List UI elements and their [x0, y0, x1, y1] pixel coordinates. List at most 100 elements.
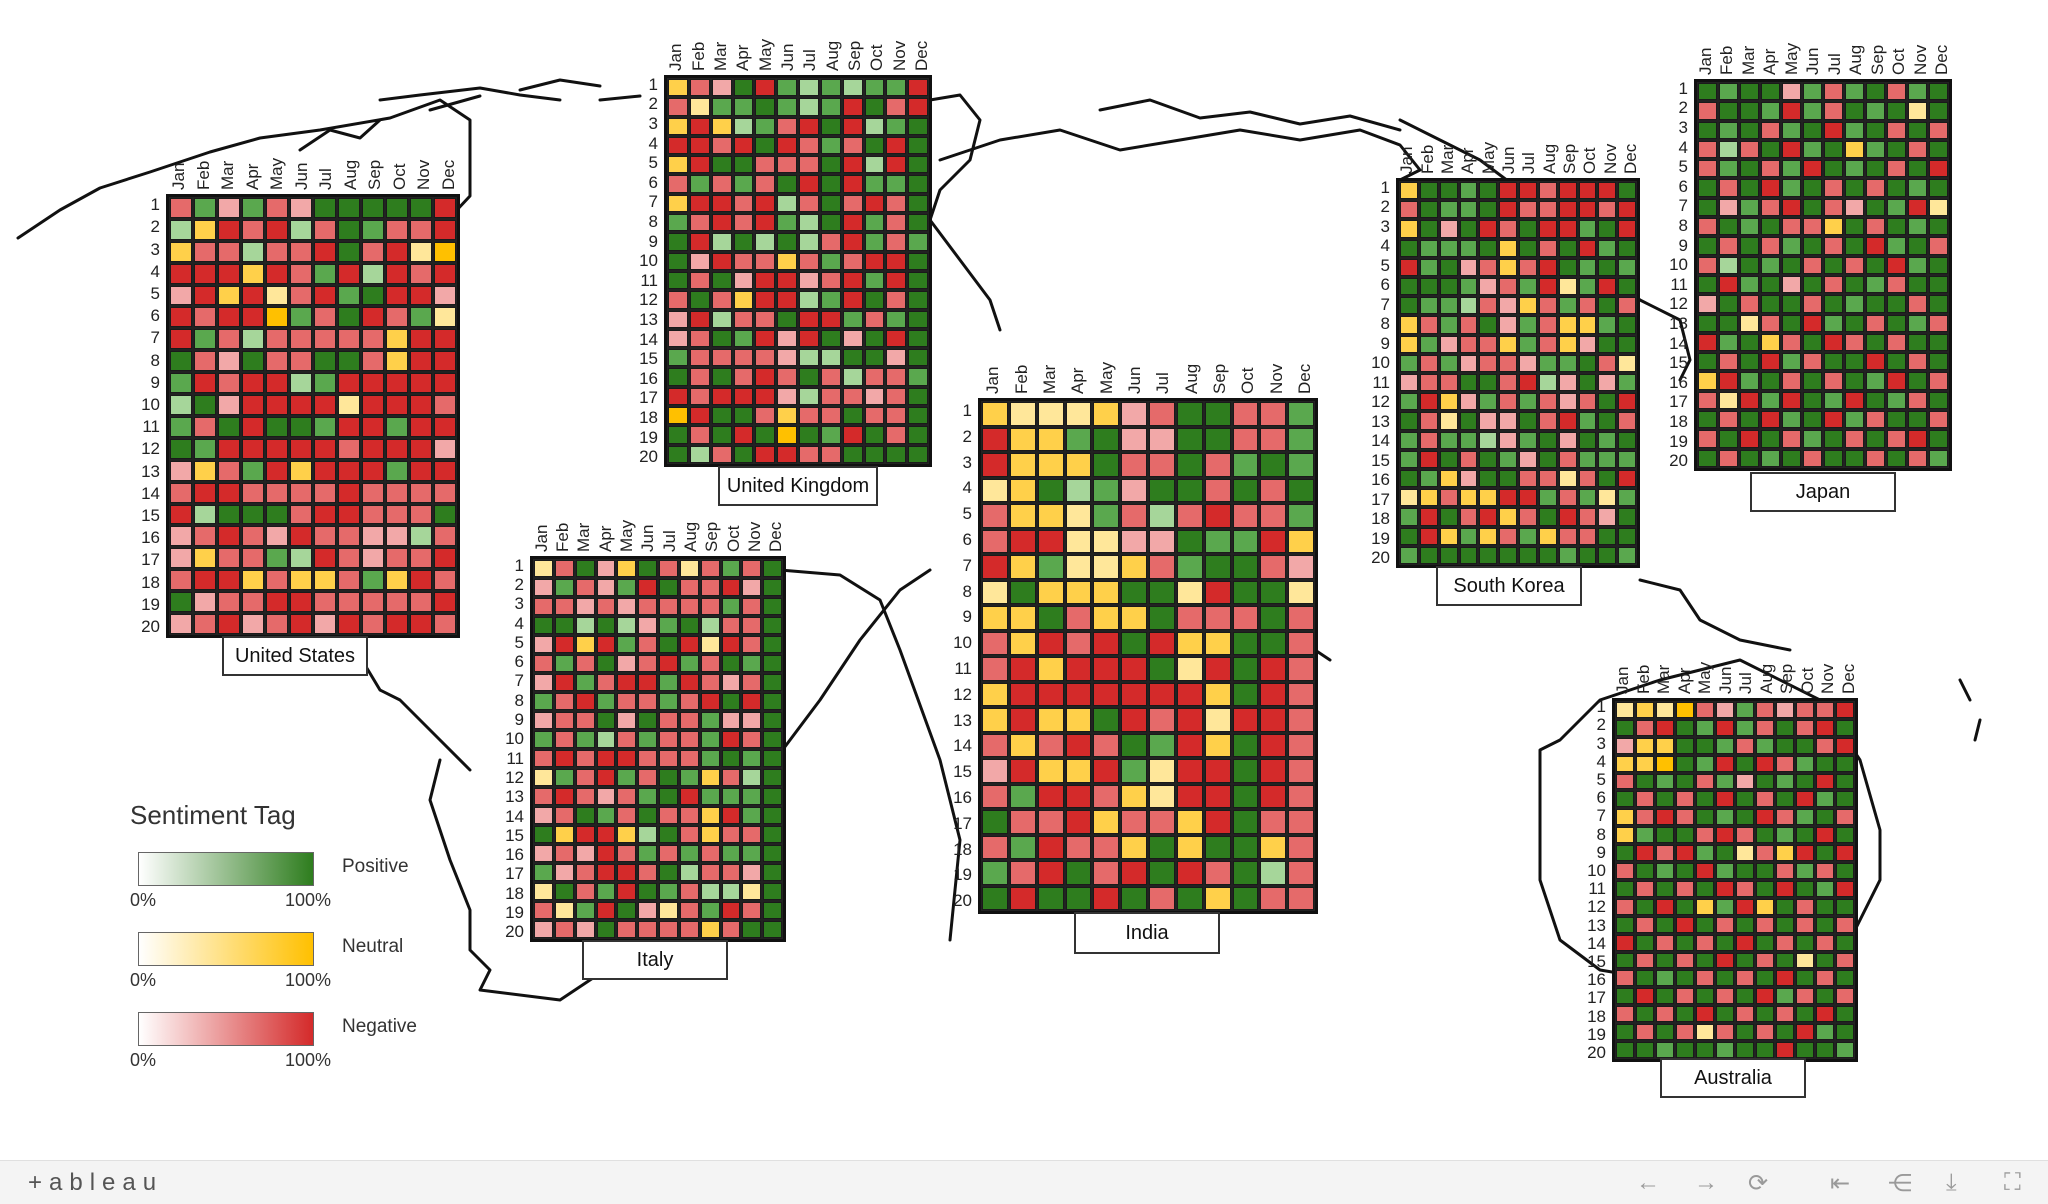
heatmap-cell[interactable] — [1618, 182, 1636, 200]
heatmap-cell[interactable] — [1908, 102, 1927, 120]
heatmap-cell[interactable] — [362, 219, 384, 240]
heatmap-cell[interactable] — [1836, 845, 1854, 862]
heatmap-cell[interactable] — [1816, 1042, 1834, 1058]
heatmap-cell[interactable] — [1288, 478, 1314, 502]
heatmap-cell[interactable] — [1009, 759, 1036, 783]
heatmap-cell[interactable] — [763, 807, 782, 824]
heatmap-cell[interactable] — [242, 241, 264, 262]
heatmap-cell[interactable] — [1816, 934, 1834, 951]
heatmap-cell[interactable] — [1736, 1042, 1754, 1058]
heatmap-cell[interactable] — [1719, 295, 1738, 313]
heatmap-cell[interactable] — [1866, 256, 1885, 274]
heatmap-cell[interactable] — [1499, 316, 1517, 334]
heatmap-cell[interactable] — [799, 310, 819, 328]
heatmap-cell[interactable] — [1065, 402, 1092, 426]
heatmap-cell[interactable] — [1716, 1006, 1734, 1023]
heatmap-cell[interactable] — [194, 614, 216, 634]
heatmap-cell[interactable] — [434, 241, 456, 262]
heatmap-cell[interactable] — [1776, 988, 1794, 1005]
heatmap-cell[interactable] — [534, 617, 553, 634]
heatmap-cell[interactable] — [1824, 256, 1843, 274]
heatmap-cell[interactable] — [1288, 580, 1314, 604]
heatmap-cell[interactable] — [1616, 1042, 1634, 1058]
heatmap-cell[interactable] — [1824, 314, 1843, 332]
heatmap-cell[interactable] — [777, 252, 797, 270]
heatmap-cell[interactable] — [982, 555, 1008, 579]
heatmap-cell[interactable] — [1288, 427, 1314, 451]
heatmap-cell[interactable] — [1558, 335, 1577, 353]
heatmap-cell[interactable] — [733, 271, 754, 290]
heatmap-cell[interactable] — [218, 285, 240, 306]
heatmap-cell[interactable] — [799, 291, 819, 309]
heatmap-cell[interactable] — [733, 117, 754, 135]
heatmap-cell[interactable] — [218, 526, 240, 547]
heatmap-cell[interactable] — [554, 845, 574, 862]
heatmap-cell[interactable] — [1696, 755, 1714, 772]
heatmap-cell[interactable] — [410, 373, 432, 394]
heatmap-cell[interactable] — [1656, 988, 1674, 1005]
heatmap-cell[interactable] — [689, 252, 710, 270]
heatmap-cell[interactable] — [659, 788, 678, 805]
heatmap-cell[interactable] — [1618, 201, 1636, 219]
heatmap-cell[interactable] — [1929, 275, 1948, 294]
heatmap-cell[interactable] — [1740, 102, 1759, 120]
heatmap-cell[interactable] — [1009, 784, 1036, 808]
heatmap-cell[interactable] — [638, 617, 657, 634]
heatmap-cell[interactable] — [1908, 391, 1927, 410]
heatmap-cell[interactable] — [886, 271, 907, 290]
heatmap-cell[interactable] — [617, 845, 637, 862]
heatmap-cell[interactable] — [1716, 719, 1734, 736]
heatmap-cell[interactable] — [1479, 316, 1498, 334]
heatmap-cell[interactable] — [711, 233, 732, 251]
heatmap-cell[interactable] — [1065, 784, 1092, 808]
heatmap-cell[interactable] — [575, 598, 595, 615]
heatmap-cell[interactable] — [1845, 83, 1864, 101]
heatmap-cell[interactable] — [1618, 258, 1636, 276]
heatmap-cell[interactable] — [1439, 470, 1458, 488]
heatmap-cell[interactable] — [1824, 295, 1843, 313]
heatmap-cell[interactable] — [1803, 237, 1822, 255]
heatmap-cell[interactable] — [1636, 827, 1654, 844]
heatmap-cell[interactable] — [1636, 755, 1654, 772]
heatmap-cell[interactable] — [733, 291, 754, 309]
heatmap-cell[interactable] — [864, 387, 885, 406]
heatmap-cell[interactable] — [617, 883, 637, 900]
heatmap-cell[interactable] — [1093, 861, 1120, 885]
heatmap-cell[interactable] — [1065, 529, 1092, 553]
heatmap-cell[interactable] — [1836, 863, 1854, 879]
heatmap-cell[interactable] — [1816, 916, 1834, 933]
heatmap-cell[interactable] — [575, 579, 595, 596]
heatmap-cell[interactable] — [1479, 489, 1498, 507]
heatmap-cell[interactable] — [218, 614, 240, 634]
heatmap-cell[interactable] — [842, 368, 863, 386]
heatmap-cell[interactable] — [1716, 934, 1734, 951]
heatmap-cell[interactable] — [1538, 354, 1557, 372]
heatmap-cell[interactable] — [575, 769, 595, 786]
heatmap-cell[interactable] — [1400, 278, 1418, 296]
heatmap-cell[interactable] — [1479, 278, 1498, 296]
heatmap-cell[interactable] — [1908, 372, 1927, 390]
heatmap-cell[interactable] — [534, 826, 553, 843]
heatmap-cell[interactable] — [755, 387, 776, 406]
heatmap-cell[interactable] — [194, 285, 216, 306]
heatmap-cell[interactable] — [1719, 372, 1738, 390]
heatmap-cell[interactable] — [554, 921, 574, 938]
heatmap-cell[interactable] — [1736, 755, 1754, 772]
heatmap-cell[interactable] — [596, 598, 616, 615]
heatmap-cell[interactable] — [1459, 412, 1478, 430]
heatmap-cell[interactable] — [982, 478, 1008, 502]
heatmap-cell[interactable] — [777, 349, 797, 367]
heatmap-cell[interactable] — [1656, 809, 1674, 826]
heatmap-cell[interactable] — [575, 826, 595, 843]
heatmap-cell[interactable] — [1776, 916, 1794, 933]
heatmap-cell[interactable] — [700, 560, 720, 577]
heatmap-cell[interactable] — [1288, 555, 1314, 579]
heatmap-cell[interactable] — [842, 407, 863, 425]
heatmap-cell[interactable] — [864, 214, 885, 232]
heatmap-cell[interactable] — [1459, 508, 1478, 526]
heatmap-cell[interactable] — [1656, 845, 1674, 862]
heatmap-cell[interactable] — [908, 271, 928, 290]
heatmap-cell[interactable] — [721, 598, 741, 615]
heatmap-cell[interactable] — [434, 307, 456, 328]
heatmap-cell[interactable] — [1929, 140, 1948, 159]
